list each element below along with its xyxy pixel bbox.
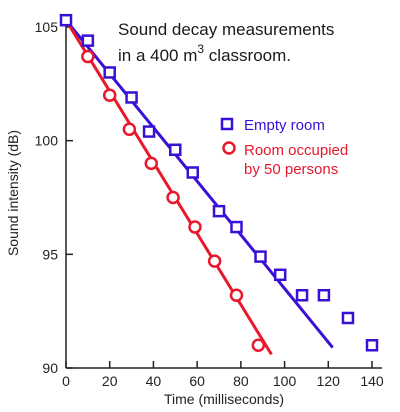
- point-occupied-room: [102, 88, 117, 102]
- point-empty-room: [142, 125, 156, 138]
- legend-label-occupied-room-line2: by 50 persons: [244, 161, 338, 178]
- y-tick-label: 90: [42, 360, 58, 376]
- point-empty-room: [295, 289, 309, 302]
- legend-marker-empty-room: [220, 117, 234, 131]
- x-tick-label: 40: [146, 373, 162, 389]
- chart-title-line2: in a 400 m3 classroom.: [118, 42, 291, 65]
- point-occupied-room: [207, 254, 222, 268]
- data-points: [59, 13, 379, 353]
- y-tick-label: 105: [35, 19, 59, 35]
- point-empty-room: [365, 339, 379, 352]
- x-tick-label: 20: [102, 373, 118, 389]
- point-occupied-room: [229, 288, 244, 303]
- legend: Empty room Room occupied by 50 persons: [220, 117, 348, 178]
- point-empty-room: [212, 204, 226, 218]
- x-axis-label: Time (milliseconds): [164, 391, 284, 407]
- x-tick-label: 140: [360, 373, 384, 389]
- point-empty-room: [59, 13, 73, 27]
- legend-label-occupied-room-line1: Room occupied: [244, 142, 348, 159]
- point-empty-room: [317, 289, 331, 302]
- point-occupied-room: [166, 190, 180, 205]
- point-occupied-room: [188, 220, 202, 234]
- x-tick-label: 0: [62, 373, 70, 389]
- point-empty-room: [169, 143, 182, 157]
- y-axis-label: Sound intensity (dB): [5, 130, 21, 256]
- legend-marker-occupied-room: [222, 141, 236, 155]
- point-empty-room: [125, 91, 138, 104]
- x-tick-label: 120: [317, 373, 341, 389]
- axes: [65, 18, 382, 369]
- fit-line-occupied-room: [64, 19, 273, 356]
- chart-title-line1: Sound decay measurements: [118, 20, 334, 39]
- x-tick-label: 60: [189, 373, 205, 389]
- point-empty-room: [186, 166, 200, 179]
- point-empty-room: [273, 268, 287, 282]
- point-empty-room: [103, 66, 116, 79]
- point-occupied-room: [81, 49, 95, 64]
- x-ticks: 0 20 40 60 80 100 120 140: [62, 361, 384, 389]
- y-ticks: 90 95 100 105: [35, 19, 73, 376]
- x-tick-label: 80: [233, 373, 249, 389]
- point-empty-room: [81, 34, 95, 47]
- point-empty-room: [230, 220, 243, 234]
- point-empty-room: [254, 250, 267, 263]
- point-occupied-room: [144, 156, 158, 171]
- point-occupied-room: [251, 338, 266, 353]
- legend-label-empty-room: Empty room: [244, 117, 325, 134]
- y-tick-label: 100: [35, 133, 59, 149]
- y-tick-label: 95: [42, 246, 58, 262]
- point-empty-room: [341, 311, 355, 325]
- point-occupied-room: [122, 122, 137, 137]
- x-tick-label: 100: [273, 373, 297, 389]
